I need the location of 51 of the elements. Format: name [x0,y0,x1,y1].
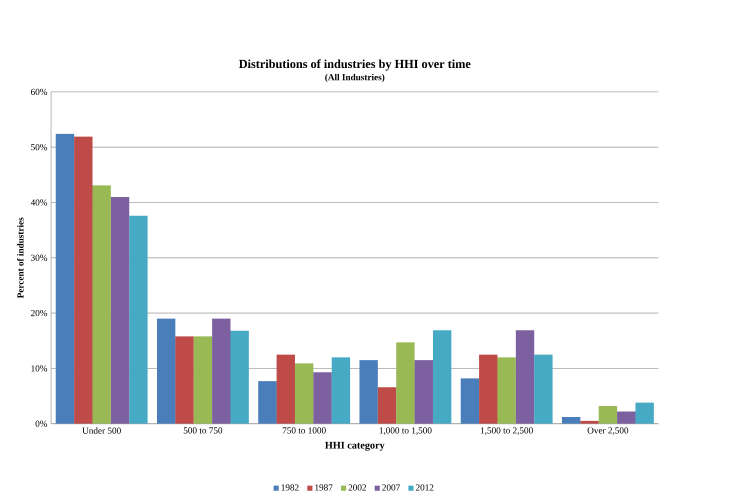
bar [56,134,74,424]
y-tick-label: 60% [31,88,48,95]
bar [479,354,498,424]
x-tick-label: 500 to 750 [184,427,222,434]
bar [258,380,277,424]
legend-label: 2007 [382,484,400,490]
bar [359,360,378,424]
bar [617,411,636,424]
legend-label: 1982 [282,484,299,490]
legend-label: 1987 [315,484,333,490]
y-tick-label: 0% [36,420,48,427]
bar [460,378,480,424]
bar [313,372,332,424]
legend-label: 2002 [348,484,366,490]
chart-subtitle: (All Industries) [325,74,384,82]
x-axis-title: HHI category [325,442,385,451]
bar [414,360,433,424]
chart-title: Distributions of industries by HHI over time [238,59,471,70]
bar [230,330,249,424]
bar [378,387,396,424]
bar [562,416,580,424]
x-tick-label: Under 500 [82,427,121,434]
bar [92,185,111,424]
x-tick-label: Over 2,500 [588,427,628,435]
bar [175,336,194,424]
bar [110,196,130,424]
y-tick-label: 50% [31,144,48,150]
bar [156,318,176,424]
bar [212,318,230,424]
bar [332,357,350,424]
bar [396,342,415,424]
bar [635,402,654,424]
bar [497,357,516,424]
y-tick-label: 20% [31,310,48,316]
y-axis-title: Percent of industries [17,217,24,298]
x-tick-label: 1,000 to 1,500 [380,427,432,435]
bar [129,216,148,424]
bar [516,330,534,424]
legend-label: 2012 [416,484,434,490]
y-tick-label: 10% [31,365,48,372]
y-tick-label: 40% [30,199,48,206]
bar [534,354,553,424]
bar [74,136,92,424]
bar [598,406,618,424]
bar [276,354,295,424]
bar [294,363,314,424]
bar [194,336,212,424]
y-tick-label: 30% [31,254,48,261]
x-tick-label: 1,500 to 2,500 [480,427,533,435]
x-tick-label: 750 to 1000 [282,427,326,434]
bar [432,330,452,424]
